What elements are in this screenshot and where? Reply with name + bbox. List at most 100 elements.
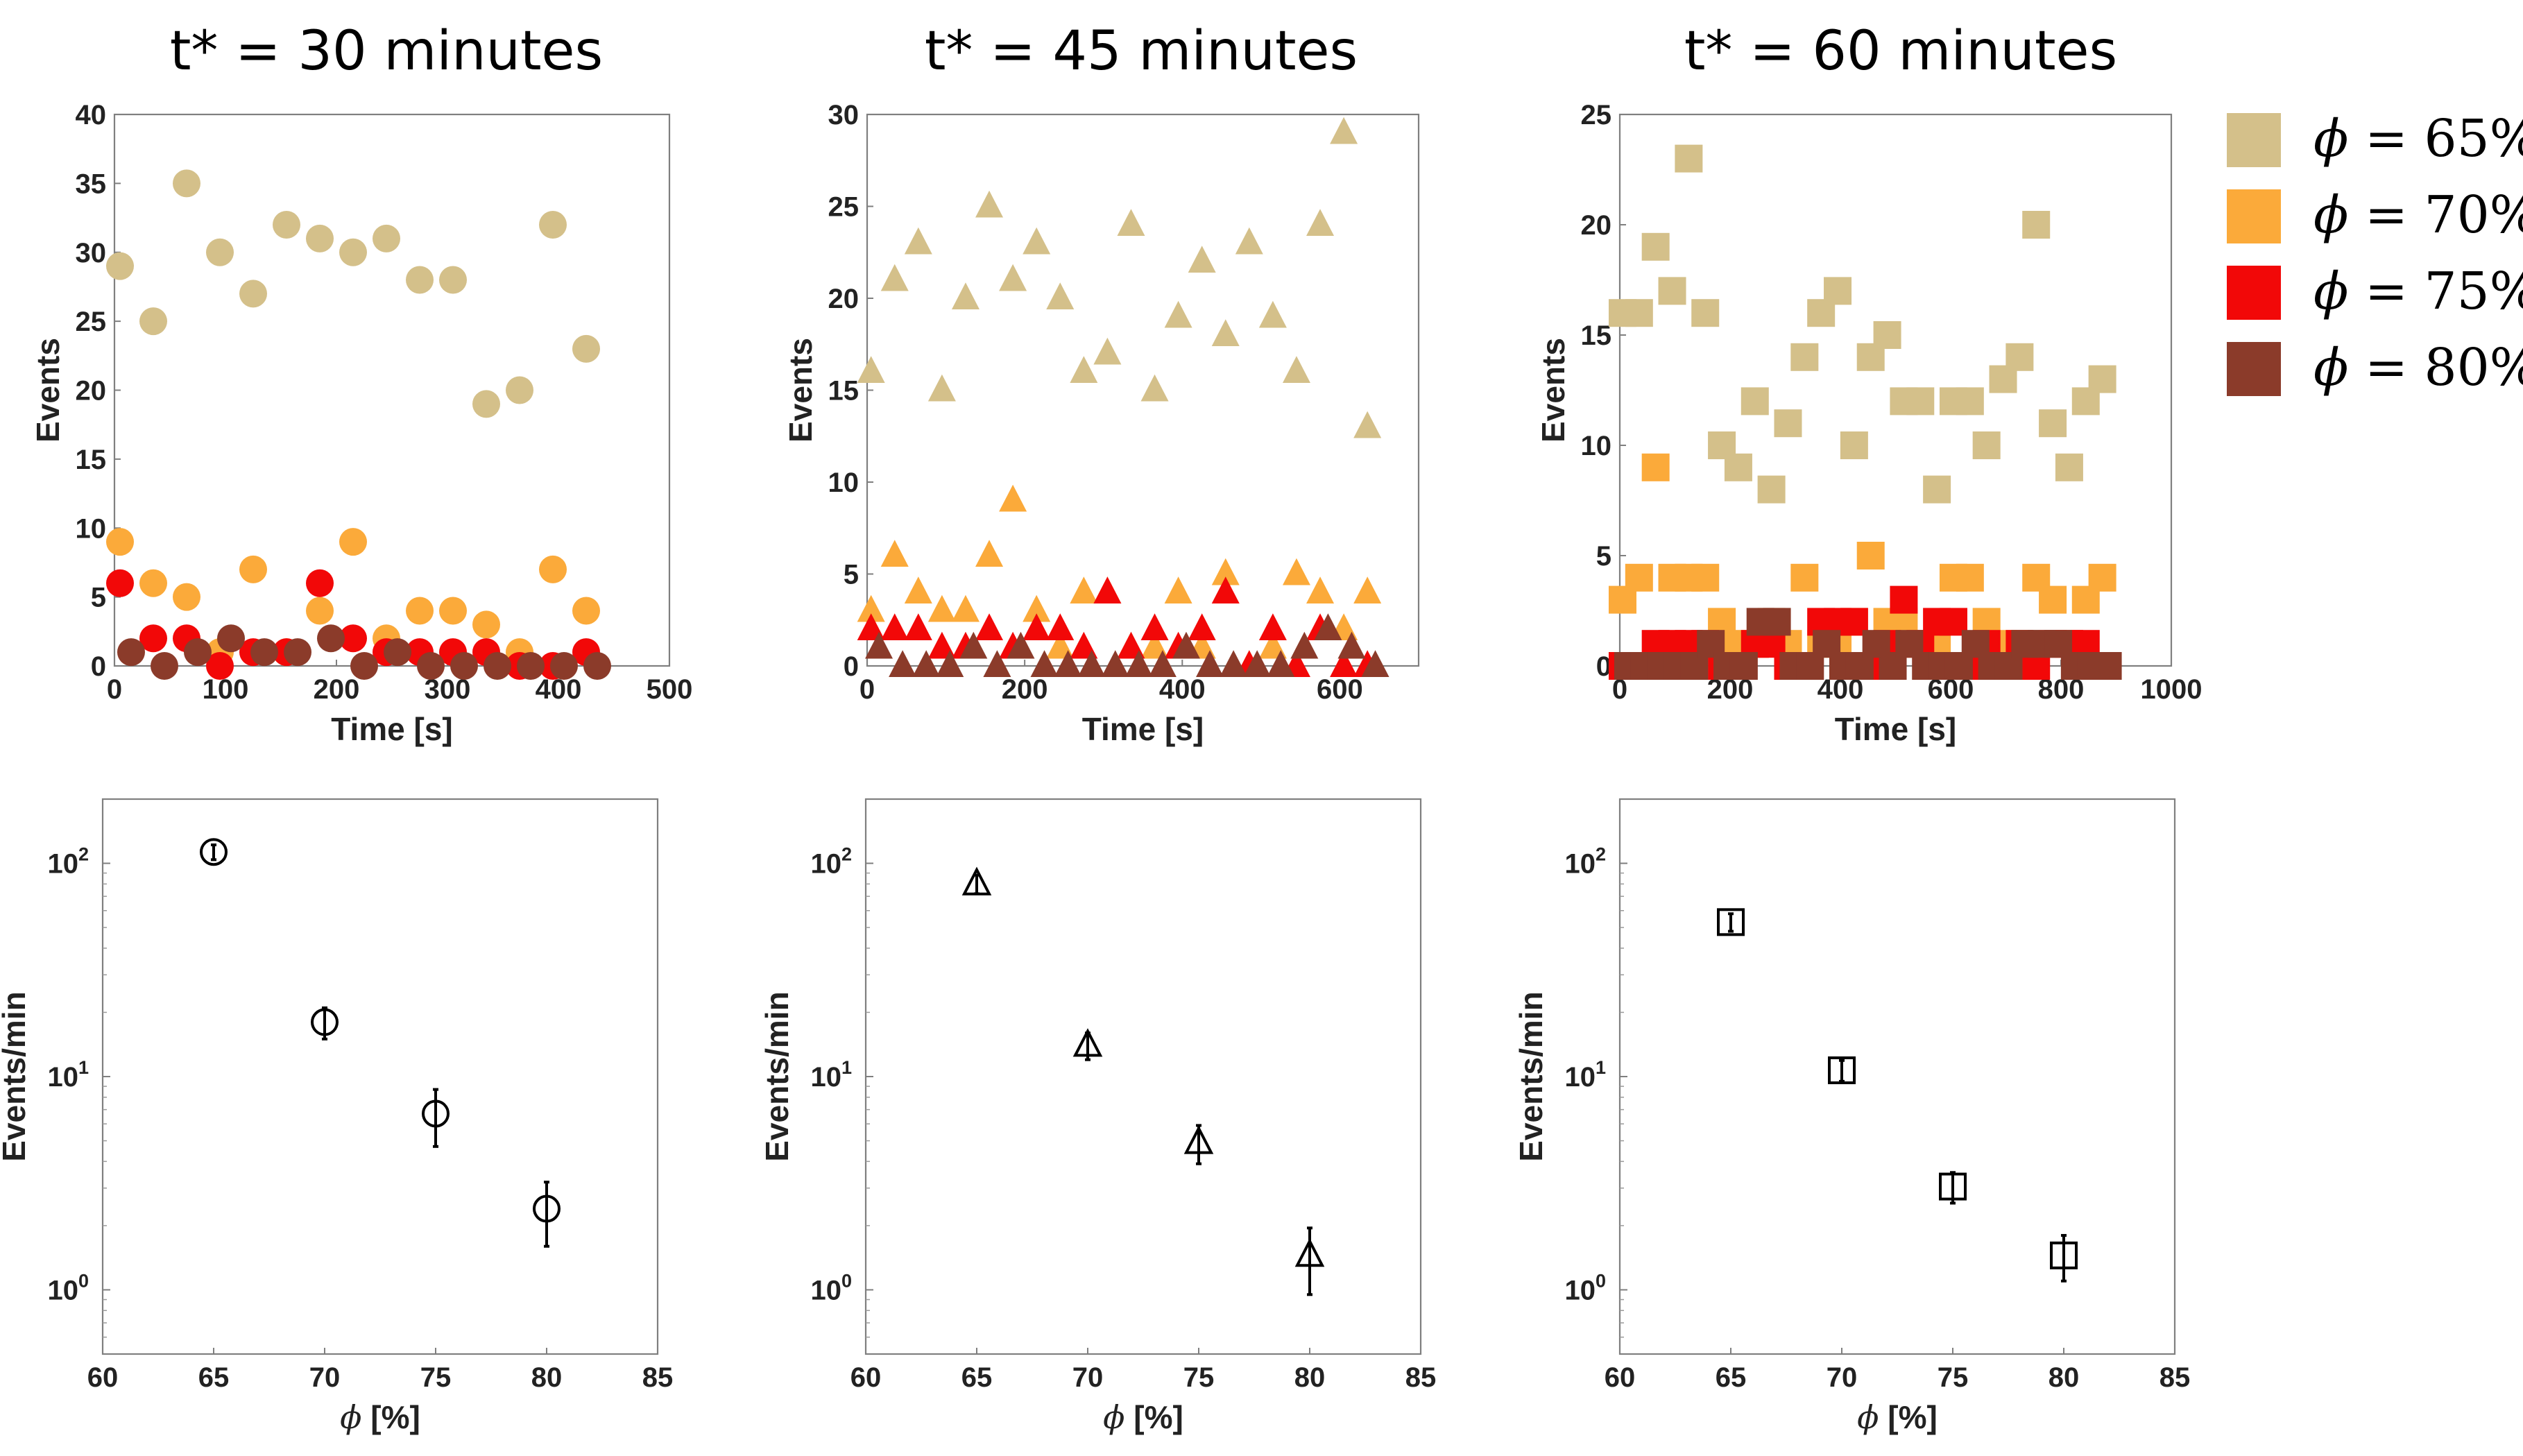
scatter60-point-65 (2005, 343, 2034, 371)
rate60-x-tick-label: 65 (1716, 1362, 1747, 1393)
rate45-y-tick-base: 10 (810, 1062, 841, 1093)
rate30-marker-65 (200, 838, 228, 866)
scatter45-point-80 (1007, 631, 1035, 659)
scatter45-y-tick-label: 10 (828, 468, 859, 498)
scatter45-point-65 (999, 264, 1027, 291)
scatter45-point-70 (1211, 558, 1240, 585)
scatter30-point-75 (106, 569, 134, 597)
scatter45-point-65 (1353, 411, 1382, 438)
scatter60-point-65 (1724, 453, 1752, 481)
scatter60-point-65 (2039, 409, 2067, 438)
legend: ϕ = 65% ϕ = 70% ϕ = 75% ϕ = 80% (2227, 109, 2523, 397)
scatter45-series-70 (857, 484, 1382, 677)
rate45-x-axis-label-text: [%] (1125, 1399, 1183, 1435)
rate45-x-axis-label-symbol: ϕ (1103, 1398, 1124, 1436)
scatter30-x-tick-label: 400 (536, 674, 582, 705)
rate60-point-80 (2050, 1233, 2078, 1283)
scatter45-point-80 (1220, 650, 1248, 677)
rate45-x-tick-label: 65 (961, 1362, 993, 1393)
scatter45-point-80 (1148, 650, 1177, 677)
scatter45-point-65 (1070, 356, 1098, 383)
scatter45-point-70 (1306, 576, 1335, 603)
rate30-y-axis-label: Events/min (0, 991, 32, 1161)
rate30-x-tick-label: 85 (642, 1362, 674, 1393)
scatter45-point-65 (975, 190, 1004, 218)
rate60-x-axis-label-symbol: ϕ (1857, 1398, 1879, 1436)
scatter30-point-65 (539, 211, 567, 239)
rate30-y-tick-label: 101 (47, 1057, 89, 1093)
scatter45-point-75 (1117, 631, 1145, 659)
scatter60-point-65 (1824, 277, 1852, 305)
rate30-y-tick-base: 10 (47, 849, 78, 880)
scatter45-point-80 (959, 631, 988, 659)
scatter45-point-65 (880, 264, 909, 291)
scatter45-x-tick-label: 200 (1002, 674, 1048, 705)
scatter30-point-80 (117, 638, 145, 667)
scatter30-point-80 (384, 638, 411, 667)
scatter45-point-65 (1046, 282, 1075, 309)
scatter45-point-80 (1030, 650, 1059, 677)
scatter60-point-65 (1691, 299, 1720, 327)
scatter30-point-65 (106, 252, 134, 280)
scatter30-point-75 (339, 624, 367, 653)
rate30-marker-80 (533, 1194, 561, 1223)
scatter45-x-tick-label: 0 (859, 674, 875, 705)
scatter30-y-tick-label: 15 (76, 445, 107, 475)
scatter30-point-65 (373, 224, 400, 252)
rate30-y-tick-exponent: 2 (78, 844, 89, 865)
rate45-point-75 (1183, 1124, 1214, 1165)
scatter60-series-80 (1614, 608, 2122, 680)
scatter45-point-70 (1282, 558, 1310, 585)
scatter45-x-tick-label: 400 (1159, 674, 1206, 705)
scatter45-point-65 (1306, 209, 1335, 236)
scatter30-point-70 (106, 528, 134, 556)
rate60-y-tick-base: 10 (1564, 849, 1596, 880)
rate60-x-tick-label: 85 (2159, 1362, 2191, 1393)
rate60-marker-70 (1828, 1056, 1856, 1084)
scatter45-point-75 (1046, 613, 1075, 640)
scatter45-point-80 (1054, 650, 1082, 677)
rate45-point-80 (1294, 1226, 1325, 1296)
scatter45-point-70 (904, 576, 932, 603)
legend-swatch-80 (2227, 342, 2281, 396)
scatter30-point-80 (250, 638, 278, 667)
legend-swatch-75 (2227, 266, 2281, 320)
rate45-y-tick-base: 10 (810, 1275, 841, 1305)
scatter30-point-75 (306, 569, 334, 597)
scatter60-point-65 (1625, 299, 1653, 327)
scatter30-point-70 (439, 597, 467, 625)
scatter60-x-axis-label: Time [s] (1835, 711, 1957, 747)
scatter60-point-70 (1956, 563, 1984, 592)
rate45-x-tick-label: 75 (1183, 1362, 1215, 1393)
rate45-marker-80 (1294, 1237, 1325, 1267)
scatter60-point-65 (1956, 387, 1984, 416)
scatter30-point-80 (517, 652, 545, 680)
legend-symbol-80: ϕ (2314, 338, 2348, 397)
scatter60-point-65 (2022, 211, 2051, 239)
scatter60-point-65 (1641, 232, 1670, 261)
scatter45-point-65 (1023, 227, 1051, 255)
scatter30-x-axis-label: Time [s] (331, 711, 453, 747)
scatter60-y-axis-label: Events (1535, 338, 1571, 443)
scatter30-point-70 (339, 528, 367, 556)
scatter30-y-tick-label: 5 (91, 583, 106, 613)
rate45-marker-65 (961, 866, 992, 896)
scatter30-point-70 (572, 597, 600, 625)
legend-label-65: = 65% (2348, 109, 2523, 169)
rate60-y-tick-exponent: 1 (1596, 1057, 1606, 1078)
scatter60-point-70 (1641, 453, 1670, 481)
rate45-y-tick-base: 10 (810, 849, 841, 880)
scatter30-point-65 (139, 307, 167, 336)
scatter45-x-tick-label: 600 (1317, 674, 1363, 705)
legend-item-70: ϕ = 70% (2314, 185, 2523, 245)
scatter30-y-tick-label: 20 (76, 376, 107, 406)
rate60-x-axis-label: ϕ [%] (1857, 1398, 1938, 1436)
legend-symbol-70: ϕ (2314, 185, 2348, 245)
rate60-y-axis-label: Events/min (1513, 991, 1549, 1161)
scatter30-point-70 (539, 555, 567, 583)
rate30-x-tick-label: 80 (531, 1362, 563, 1393)
scatter45-point-75 (975, 613, 1004, 640)
scatter45-point-70 (1023, 594, 1051, 622)
